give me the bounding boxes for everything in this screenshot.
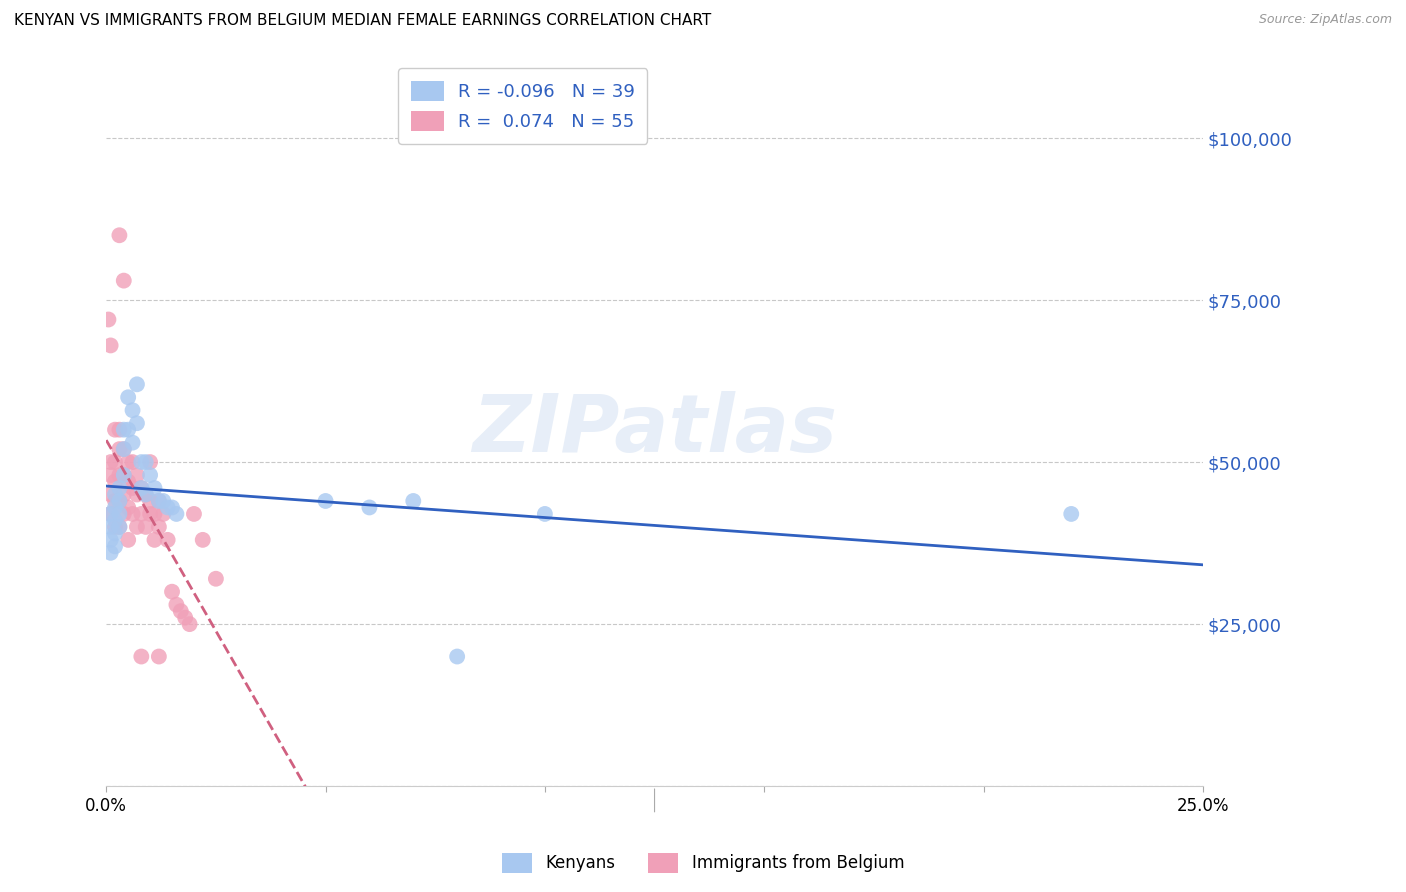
Point [191, 533, 214, 547]
Point [117, 423, 139, 437]
Text: KENYAN VS IMMIGRANTS FROM BELGIUM MEDIAN FEMALE EARNINGS CORRELATION CHART: KENYAN VS IMMIGRANTS FROM BELGIUM MEDIAN… [14, 13, 711, 29]
Point [117, 533, 139, 547]
Point [135, 520, 157, 534]
Point [100, 520, 122, 534]
Point [104, 494, 127, 508]
Point [108, 442, 131, 457]
Point [148, 494, 170, 508]
Point [121, 481, 143, 495]
Point [117, 390, 139, 404]
Point [104, 487, 127, 501]
Point [315, 494, 337, 508]
Point [174, 610, 197, 624]
Point [112, 468, 135, 483]
Point [117, 455, 139, 469]
Point [205, 572, 228, 586]
Point [112, 468, 135, 483]
Point [97, 312, 120, 326]
Point [112, 507, 135, 521]
Point [121, 435, 143, 450]
Point [139, 494, 162, 508]
Point [100, 338, 122, 352]
Legend: Kenyans, Immigrants from Belgium: Kenyans, Immigrants from Belgium [495, 847, 911, 880]
Point [100, 468, 122, 483]
Point [112, 487, 135, 501]
Point [135, 455, 157, 469]
Point [148, 520, 170, 534]
Point [139, 507, 162, 521]
Legend: R = -0.096   N = 39, R =  0.074   N = 55: R = -0.096 N = 39, R = 0.074 N = 55 [398, 68, 648, 144]
Point [104, 520, 127, 534]
Text: Source: ZipAtlas.com: Source: ZipAtlas.com [1258, 13, 1392, 27]
Point [112, 442, 135, 457]
Point [359, 500, 381, 515]
Point [165, 507, 187, 521]
Point [108, 520, 131, 534]
Point [121, 403, 143, 417]
Point [135, 487, 157, 501]
Point [104, 539, 127, 553]
Point [100, 487, 122, 501]
Point [131, 649, 153, 664]
Point [170, 604, 193, 618]
Point [100, 533, 122, 547]
Point [100, 455, 122, 469]
Point [104, 513, 127, 527]
Point [117, 500, 139, 515]
Point [1060, 507, 1083, 521]
Point [125, 468, 148, 483]
Point [156, 533, 179, 547]
Point [125, 416, 148, 430]
Point [121, 507, 143, 521]
Point [148, 649, 170, 664]
Point [156, 500, 179, 515]
Point [160, 584, 183, 599]
Point [108, 228, 131, 243]
Point [104, 475, 127, 489]
Point [112, 423, 135, 437]
Text: ZIPatlas: ZIPatlas [472, 391, 837, 468]
Point [104, 500, 127, 515]
Point [131, 481, 153, 495]
Point [100, 546, 122, 560]
Point [165, 598, 187, 612]
Point [139, 455, 162, 469]
Point [112, 274, 135, 288]
Point [131, 507, 153, 521]
Point [125, 487, 148, 501]
Point [108, 494, 131, 508]
Point [402, 494, 425, 508]
Point [143, 481, 166, 495]
Point [100, 507, 122, 521]
Point [108, 423, 131, 437]
Point [104, 423, 127, 437]
Point [139, 468, 162, 483]
Point [143, 507, 166, 521]
Point [152, 507, 174, 521]
Point [121, 455, 143, 469]
Point [183, 507, 205, 521]
Point [131, 455, 153, 469]
Point [108, 507, 131, 521]
Point [534, 507, 557, 521]
Point [152, 494, 174, 508]
Point [117, 475, 139, 489]
Point [108, 481, 131, 495]
Point [104, 526, 127, 541]
Point [108, 468, 131, 483]
Point [125, 520, 148, 534]
Point [100, 507, 122, 521]
Point [160, 500, 183, 515]
Point [446, 649, 468, 664]
Point [108, 520, 131, 534]
Point [148, 494, 170, 508]
Point [125, 377, 148, 392]
Point [135, 487, 157, 501]
Point [143, 533, 166, 547]
Point [104, 455, 127, 469]
Point [131, 481, 153, 495]
Point [112, 442, 135, 457]
Point [108, 494, 131, 508]
Point [179, 617, 201, 632]
